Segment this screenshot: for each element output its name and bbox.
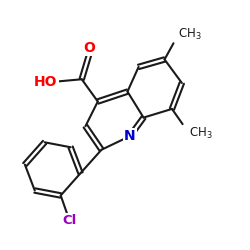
Text: HO: HO (34, 75, 58, 89)
Text: CH$_3$: CH$_3$ (178, 27, 202, 42)
Text: N: N (124, 129, 136, 143)
Text: CH$_3$: CH$_3$ (189, 126, 213, 141)
Text: O: O (83, 41, 95, 55)
Text: Cl: Cl (62, 214, 76, 227)
